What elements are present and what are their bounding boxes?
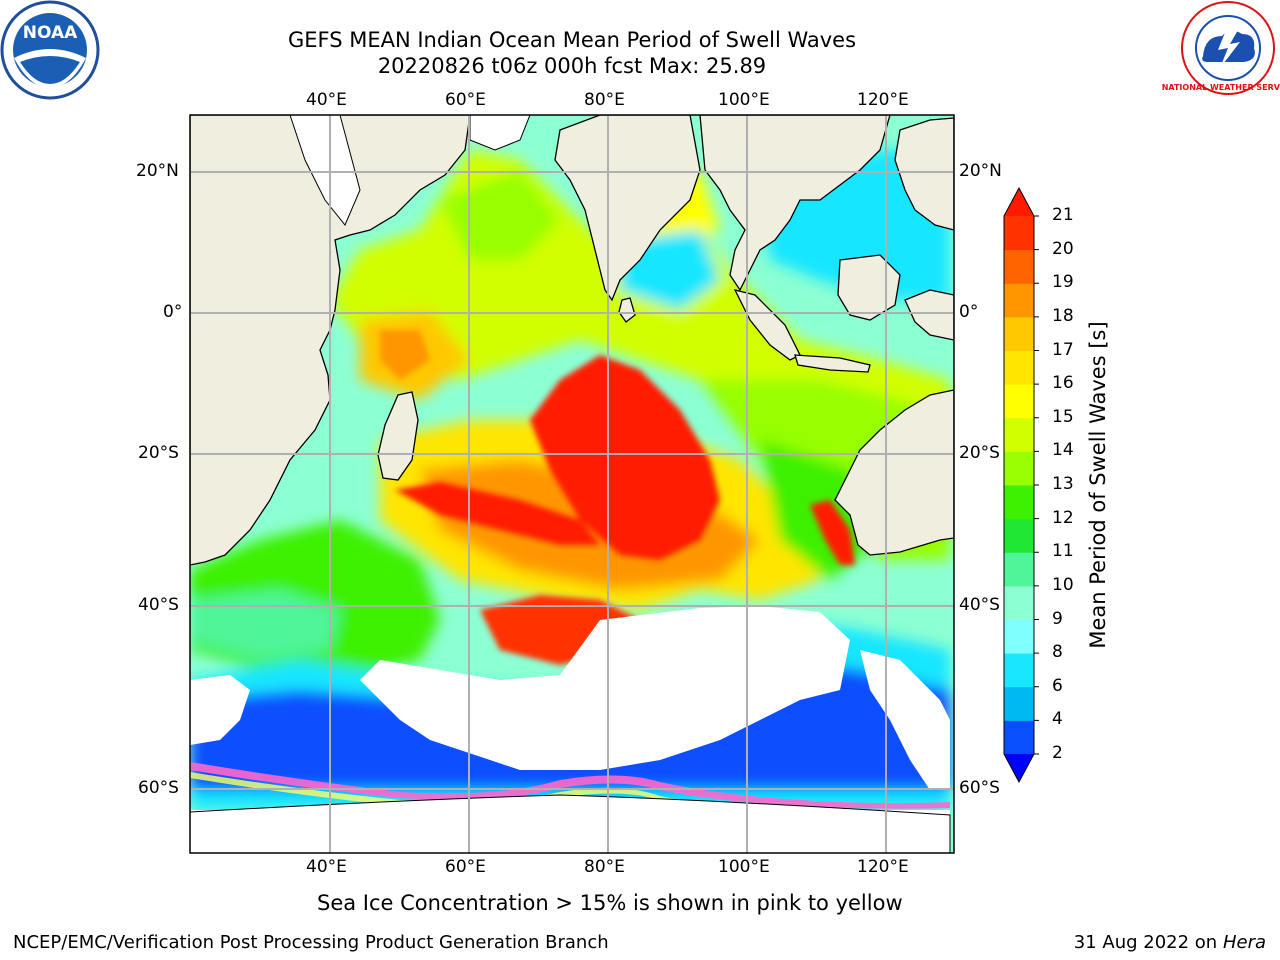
colorbar-tick-label: 12: [1052, 507, 1074, 528]
colorbar: [1003, 186, 1039, 784]
colorbar-segment: [1004, 451, 1034, 486]
lon-label-bottom-60e: 60°E: [445, 857, 486, 877]
colorbar-segment: [1004, 283, 1034, 318]
colorbar-segment: [1004, 686, 1034, 721]
colorbar-segment: [1004, 485, 1034, 520]
colorbar-tick-label: 14: [1052, 440, 1074, 461]
lon-label-top-120e: 120°E: [857, 90, 909, 110]
map-frame: [189, 114, 955, 854]
lat-label-left-60s: 60°S: [138, 778, 179, 798]
noaa-logo: NOAA: [0, 0, 100, 100]
colorbar-tick-label: 9: [1052, 608, 1063, 629]
colorbar-tick-label: 19: [1052, 272, 1074, 293]
colorbar-tick-label: 6: [1052, 675, 1063, 696]
lon-label-top-80e: 80°E: [584, 90, 625, 110]
colorbar-tick-label: 13: [1052, 474, 1074, 494]
lat-label-right-40s: 40°S: [959, 595, 1000, 615]
lon-label-bottom-120e: 120°E: [857, 857, 909, 877]
lon-label-bottom-40e: 40°E: [306, 857, 347, 877]
nws-logo-text: NATIONAL WEATHER SERVICE: [1162, 83, 1280, 92]
colorbar-segment: [1004, 350, 1034, 385]
colorbar-tick-label: 11: [1052, 541, 1074, 562]
colorbar-segment: [1004, 384, 1034, 419]
colorbar-segment: [1004, 585, 1034, 620]
lat-label-right-0: 0°: [959, 302, 979, 322]
lat-label-left-0: 0°: [163, 302, 183, 322]
lon-label-top-40e: 40°E: [306, 90, 347, 110]
lon-label-top-60e: 60°E: [445, 90, 486, 110]
colorbar-tick-label: 4: [1052, 709, 1063, 730]
colorbar-segment: [1004, 249, 1034, 284]
colorbar-segment: [1004, 720, 1034, 755]
colorbar-over-arrow: [1004, 188, 1034, 216]
colorbar-segment: [1004, 653, 1034, 688]
colorbar-tick-label: 20: [1052, 238, 1074, 259]
colorbar-segment: [1004, 518, 1034, 553]
map-title: GEFS MEAN Indian Ocean Mean Period of Sw…: [287, 28, 857, 52]
lat-label-right-20n: 20°N: [959, 161, 1002, 181]
colorbar-segment: [1004, 216, 1034, 251]
lat-label-right-20s: 20°S: [959, 443, 1000, 463]
colorbar-segment: [1004, 552, 1034, 587]
nws-logo: NATIONAL WEATHER SERVICE: [1162, 1, 1280, 95]
footer-credit: NCEP/EMC/Verification Post Processing Pr…: [13, 932, 609, 953]
lat-label-right-60s: 60°S: [959, 778, 1000, 798]
map-subtitle: 20220826 t06z 000h fcst Max: 25.89: [377, 54, 767, 78]
lat-label-left-20n: 20°N: [136, 161, 179, 181]
lat-label-left-20s: 20°S: [138, 443, 179, 463]
noaa-logo-text: NOAA: [23, 23, 78, 43]
graticule: [190, 115, 954, 853]
lat-label-left-40s: 40°S: [138, 595, 179, 615]
colorbar-tick-label: 21: [1052, 205, 1074, 225]
footer-host: Hera: [1222, 932, 1266, 953]
colorbar-segment: [1004, 316, 1034, 351]
lon-label-bottom-80e: 80°E: [584, 857, 625, 877]
colorbar-tick-label: 15: [1052, 406, 1074, 427]
colorbar-tick-label: 10: [1052, 574, 1074, 595]
colorbar-under-arrow: [1004, 754, 1034, 782]
colorbar-tick-label: 16: [1052, 373, 1074, 394]
lon-label-top-100e: 100°E: [718, 90, 770, 110]
colorbar-tick-label: 17: [1052, 339, 1074, 360]
colorbar-tick-label: 8: [1052, 642, 1063, 663]
colorbar-segment: [1004, 417, 1034, 452]
colorbar-segment: [1004, 619, 1034, 654]
sea-ice-note: Sea Ice Concentration > 15% is shown in …: [317, 891, 903, 915]
colorbar-tick-label: 18: [1052, 305, 1074, 326]
footer-date: 31 Aug 2022 on Hera: [1073, 932, 1266, 953]
colorbar-tick-label: 2: [1052, 743, 1063, 763]
lon-label-bottom-100e: 100°E: [718, 857, 770, 877]
